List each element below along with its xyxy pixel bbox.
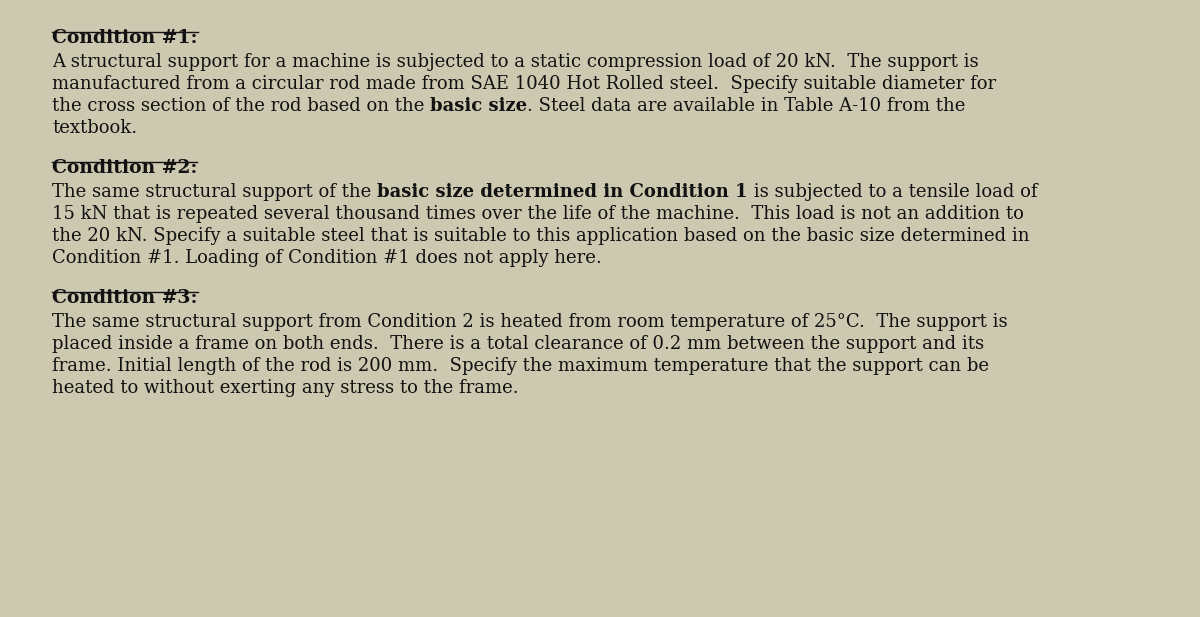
Text: Condition #2:: Condition #2: [52,159,197,177]
Text: frame. Initial length of the rod is 200 mm.  Specify the maximum temperature tha: frame. Initial length of the rod is 200 … [52,357,989,375]
Text: placed inside a frame on both ends.  There is a total clearance of 0.2 mm betwee: placed inside a frame on both ends. Ther… [52,335,984,353]
Text: A structural support for a machine is subjected to a static compression load of : A structural support for a machine is su… [52,53,979,71]
Text: is subjected to a tensile load of: is subjected to a tensile load of [748,183,1037,201]
Text: Condition #1:: Condition #1: [52,29,198,47]
Text: textbook.: textbook. [52,119,137,137]
Text: 15 kN that is repeated several thousand times over the life of the machine.  Thi: 15 kN that is repeated several thousand … [52,205,1024,223]
Text: . Steel data are available in Table A-10 from the: . Steel data are available in Table A-10… [527,97,966,115]
Text: Condition #3:: Condition #3: [52,289,198,307]
Text: manufactured from a circular rod made from SAE 1040 Hot Rolled steel.  Specify s: manufactured from a circular rod made fr… [52,75,996,93]
Text: The same structural support of the: The same structural support of the [52,183,377,201]
Text: basic size: basic size [430,97,527,115]
Text: Condition #1. Loading of Condition #1 does not apply here.: Condition #1. Loading of Condition #1 do… [52,249,601,267]
Text: the cross section of the rod based on the: the cross section of the rod based on th… [52,97,430,115]
Text: basic size determined in Condition 1: basic size determined in Condition 1 [377,183,748,201]
Text: the 20 kN. Specify a suitable steel that is suitable to this application based o: the 20 kN. Specify a suitable steel that… [52,227,1030,245]
Text: heated to without exerting any stress to the frame.: heated to without exerting any stress to… [52,379,518,397]
Text: The same structural support from Condition 2 is heated from room temperature of : The same structural support from Conditi… [52,313,1008,331]
